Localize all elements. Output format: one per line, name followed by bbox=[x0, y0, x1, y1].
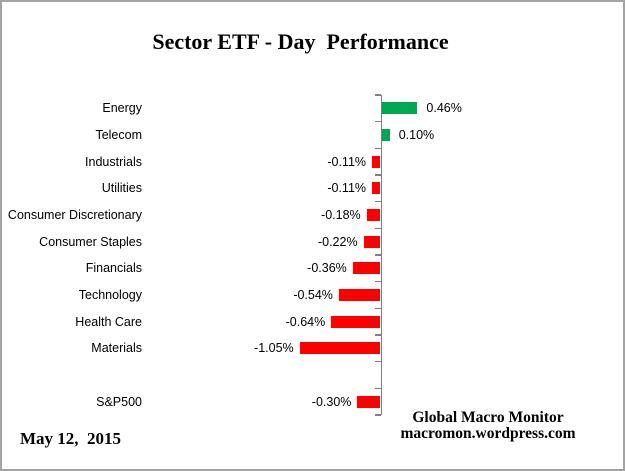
value-label-consumer-staples: -0.22% bbox=[317, 234, 358, 249]
category-label-financials: Financials bbox=[85, 261, 142, 276]
axis-tick bbox=[374, 200, 381, 203]
axis-tick bbox=[374, 147, 381, 150]
axis-tick bbox=[374, 387, 381, 390]
axis-tick bbox=[374, 254, 381, 256]
value-label-financials: -0.36% bbox=[307, 261, 347, 276]
bar-utilities bbox=[372, 182, 381, 195]
axis-tick bbox=[374, 360, 381, 363]
value-label-energy: 0.46% bbox=[426, 101, 462, 116]
bar-consumer-discretionary bbox=[366, 209, 381, 221]
category-label-energy: Energy bbox=[102, 101, 142, 116]
category-label-s-p500: S&P500 bbox=[96, 394, 142, 409]
value-label-utilities: -0.11% bbox=[327, 181, 367, 196]
axis-tick bbox=[374, 334, 381, 336]
axis-tick bbox=[374, 280, 381, 283]
bar-technology bbox=[338, 289, 381, 302]
axis-tick bbox=[374, 174, 381, 176]
value-label-telecom: 0.10% bbox=[398, 128, 435, 142]
bar-energy bbox=[382, 102, 418, 115]
bar-health-care bbox=[331, 315, 381, 328]
value-label-technology: -0.54% bbox=[293, 288, 333, 303]
axis-tick bbox=[374, 94, 381, 96]
category-label-telecom: Telecom bbox=[95, 128, 142, 142]
category-label-materials: Materials bbox=[91, 341, 142, 356]
category-label-industrials: Industrials bbox=[85, 154, 142, 169]
axis-tick bbox=[374, 307, 381, 310]
category-label-utilities: Utilities bbox=[101, 181, 142, 196]
credit-line2: macromon.wordpress.com bbox=[400, 425, 576, 442]
bar-materials bbox=[299, 342, 381, 355]
bar-telecom bbox=[382, 129, 390, 141]
category-label-technology: Technology bbox=[78, 288, 142, 303]
value-label-s-p500: -0.30% bbox=[311, 394, 352, 409]
category-axis-line bbox=[380, 95, 382, 416]
bar-consumer-staples bbox=[363, 235, 381, 248]
chart-title: Sector ETF - Day Performance bbox=[152, 29, 449, 54]
bar-industrials bbox=[372, 155, 381, 168]
credit-block: Global Macro Monitor macromon.wordpress.… bbox=[386, 410, 590, 442]
credit-line1: Global Macro Monitor bbox=[412, 409, 564, 426]
axis-tick bbox=[374, 414, 381, 416]
value-label-health-care: -0.64% bbox=[285, 314, 326, 329]
axis-tick bbox=[374, 120, 381, 123]
value-label-consumer-discretionary: -0.18% bbox=[321, 208, 361, 222]
date-label: May 12, 2015 bbox=[20, 429, 122, 448]
category-label-consumer-staples: Consumer Staples bbox=[39, 234, 142, 249]
bar-financials bbox=[352, 262, 381, 275]
category-label-consumer-discretionary: Consumer Discretionary bbox=[7, 208, 142, 222]
bar-s-p500 bbox=[357, 395, 381, 408]
axis-tick bbox=[374, 227, 381, 230]
value-label-industrials: -0.11% bbox=[327, 154, 367, 169]
category-label-health-care: Health Care bbox=[75, 314, 142, 329]
value-label-materials: -1.05% bbox=[254, 341, 294, 356]
